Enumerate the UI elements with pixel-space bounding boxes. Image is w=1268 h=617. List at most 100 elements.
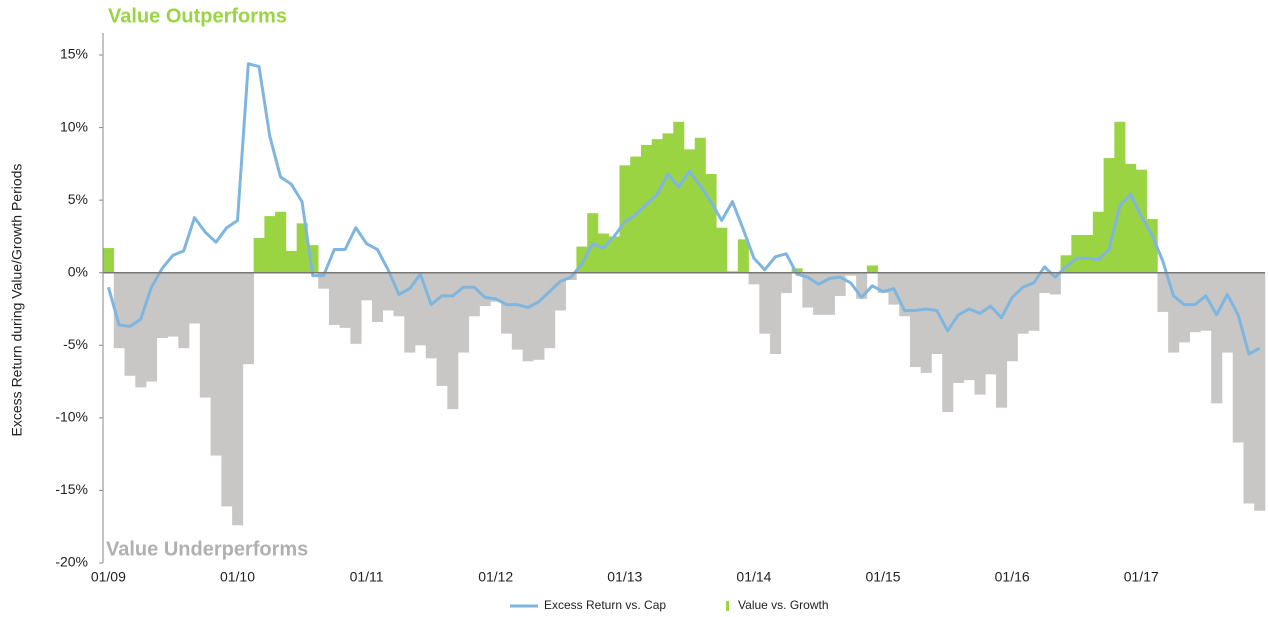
bar xyxy=(974,272,986,395)
bar xyxy=(823,272,835,315)
bar xyxy=(963,272,975,381)
bar xyxy=(447,272,459,410)
bar xyxy=(511,272,523,350)
y-tick-label: 10% xyxy=(60,118,88,134)
bar xyxy=(694,137,706,273)
line xyxy=(106,62,1261,356)
x-tick-label: 01/17 xyxy=(1124,569,1159,585)
x-tick-label: 01/10 xyxy=(220,569,255,585)
bar xyxy=(189,272,201,324)
bar xyxy=(1221,272,1234,353)
bar xyxy=(1146,219,1158,273)
bar xyxy=(135,272,147,388)
bar xyxy=(103,248,115,273)
bar xyxy=(1092,211,1104,273)
y-tick-label: 15% xyxy=(60,46,88,62)
bar xyxy=(1017,272,1029,334)
bar xyxy=(1114,121,1126,273)
bar xyxy=(350,272,362,344)
y-tick-label: -15% xyxy=(55,481,88,497)
x-tick-label: 01/14 xyxy=(736,569,771,585)
bar xyxy=(1254,272,1266,511)
bar xyxy=(834,272,846,296)
bar xyxy=(877,272,889,294)
bar xyxy=(490,272,502,302)
bar xyxy=(1006,272,1018,362)
bar xyxy=(1082,234,1094,273)
bar xyxy=(1060,255,1072,273)
legend-label: Value vs. Growth xyxy=(738,598,828,612)
y-tick-label: 5% xyxy=(68,191,88,207)
bar xyxy=(813,272,825,315)
bar xyxy=(199,272,211,398)
bar xyxy=(684,149,696,273)
bar xyxy=(124,272,136,376)
bar xyxy=(985,272,997,375)
bar xyxy=(705,174,717,273)
bar xyxy=(866,265,878,273)
bar xyxy=(845,272,857,276)
bar xyxy=(1189,272,1201,333)
bar xyxy=(156,272,168,339)
bar xyxy=(210,272,222,456)
bar xyxy=(522,272,534,362)
bar xyxy=(1157,272,1169,312)
bar xyxy=(942,272,954,413)
bar xyxy=(242,272,254,365)
bar xyxy=(952,272,965,384)
bar xyxy=(673,121,685,273)
bar xyxy=(361,272,373,301)
bar xyxy=(802,272,814,308)
bar xyxy=(597,233,609,273)
bar xyxy=(608,236,620,273)
bar xyxy=(178,272,190,349)
bar xyxy=(780,272,792,294)
bar xyxy=(425,272,437,359)
bar xyxy=(339,272,351,328)
bar xyxy=(737,239,749,273)
bar xyxy=(113,272,125,349)
bar xyxy=(1200,272,1212,331)
annotation-top: Value Outperforms xyxy=(108,5,287,27)
bar xyxy=(468,272,480,317)
bar xyxy=(716,227,728,273)
bar xyxy=(662,133,674,273)
bar xyxy=(328,272,341,325)
bar xyxy=(275,211,287,273)
bar xyxy=(167,272,179,337)
annotation-bottom: Value Underperforms xyxy=(106,538,308,560)
x-tick-label: 01/15 xyxy=(866,569,901,585)
bar xyxy=(899,272,911,317)
x-tick-label: 01/13 xyxy=(607,569,642,585)
bar xyxy=(382,272,394,311)
x-tick-label: 01/16 xyxy=(995,569,1030,585)
bar xyxy=(479,272,491,307)
bar xyxy=(576,246,588,273)
bar xyxy=(296,223,308,273)
bar xyxy=(1232,272,1244,443)
bar xyxy=(1049,272,1061,295)
bar xyxy=(436,272,448,386)
bar xyxy=(318,272,330,289)
bar xyxy=(640,144,653,273)
bar xyxy=(544,272,556,349)
bar xyxy=(770,272,782,354)
y-tick-label: -5% xyxy=(63,336,88,352)
bar xyxy=(1211,272,1223,404)
y-tick-label: 0% xyxy=(68,263,88,279)
bar xyxy=(264,216,276,273)
bar xyxy=(371,272,384,323)
x-tick-label: 01/11 xyxy=(350,569,384,585)
bar xyxy=(1168,272,1180,353)
bar xyxy=(1125,163,1137,273)
bar xyxy=(759,272,771,334)
bar xyxy=(415,272,427,346)
legend-swatch xyxy=(726,601,730,611)
y-tick-label: -20% xyxy=(55,554,88,570)
bar xyxy=(651,139,663,273)
bar xyxy=(253,237,265,273)
bar xyxy=(909,272,922,368)
bar xyxy=(1028,272,1040,331)
legend-label: Excess Return vs. Cap xyxy=(544,598,666,612)
